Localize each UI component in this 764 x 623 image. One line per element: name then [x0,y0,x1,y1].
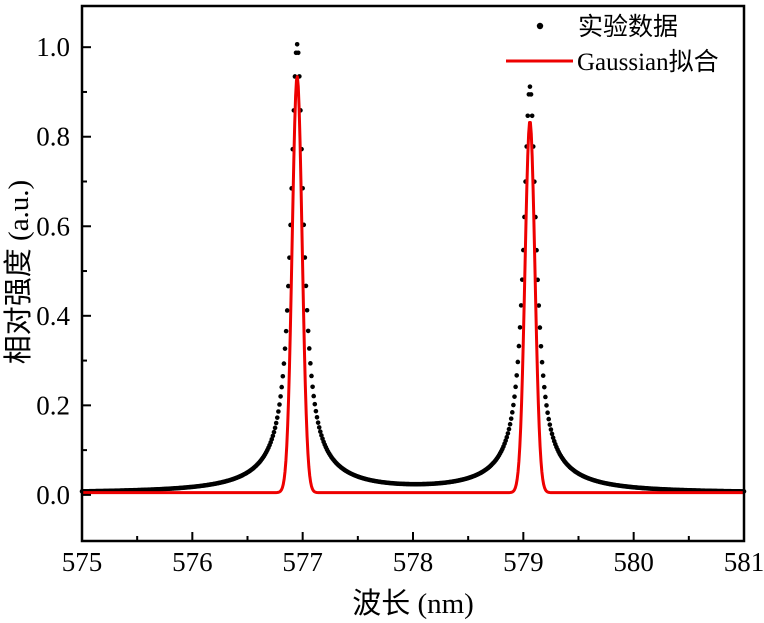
y-tick-label: 0.0 [36,480,70,510]
x-tick-labels: 575 576 577 578 579 580 581 [62,547,764,577]
x-tick-label: 575 [62,547,103,577]
y-tick-label: 0.4 [36,301,70,331]
x-axis-ticks [81,532,745,541]
gaussian-fit-curve [81,75,745,495]
y-tick-labels: 0.0 0.2 0.4 0.6 0.8 1.0 [36,32,70,510]
legend-label-experimental-data: 实验数据 [578,13,678,41]
x-tick-label: 577 [282,547,323,577]
y-tick-label: 0.8 [36,122,70,152]
x-axis-title: 波长 (nm) [352,587,474,620]
y-tick-label: 0.2 [36,390,70,420]
legend: 实验数据 Gaussian拟合 [506,13,719,76]
y-tick-label: 0.6 [36,211,70,241]
y-axis-title: 相对强度 (a.u.) [2,180,35,364]
x-tick-label: 579 [503,547,544,577]
y-tick-label: 1.0 [36,32,70,62]
x-tick-label: 578 [393,547,434,577]
x-tick-label: 580 [613,547,654,577]
x-tick-label: 576 [172,547,213,577]
experimental-data-points [79,41,747,494]
plot-frame [80,4,746,543]
x-tick-label: 581 [724,547,764,577]
y-axis-ticks [82,46,91,496]
legend-marker-dot [536,22,544,30]
legend-label-gaussian-fit: Gaussian拟合 [577,48,719,76]
